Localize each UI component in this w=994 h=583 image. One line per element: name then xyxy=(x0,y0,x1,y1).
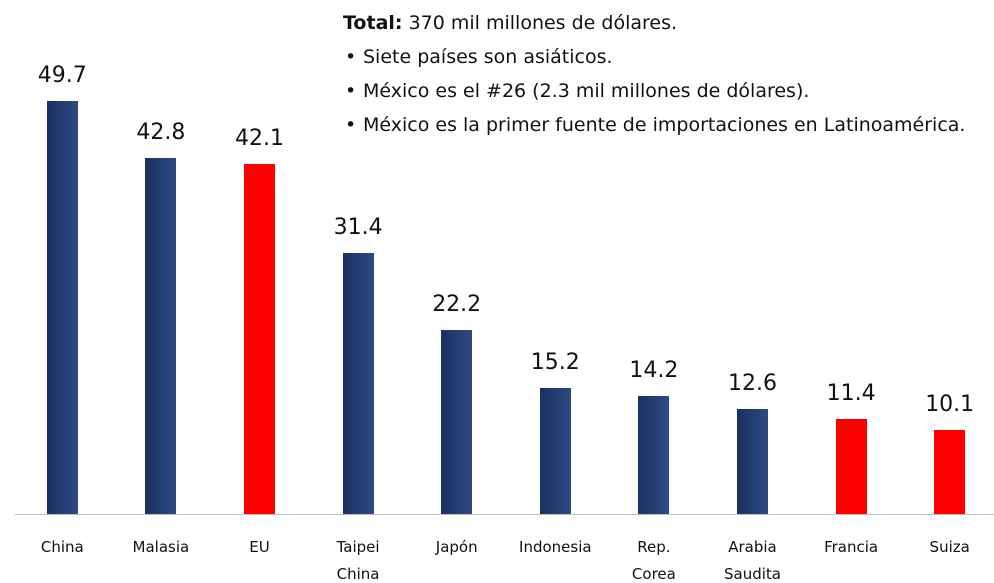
value-label: 42.1 xyxy=(235,126,284,152)
value-label: 15.2 xyxy=(530,349,580,375)
x-tick-label: Arabia Saudita xyxy=(724,538,781,583)
total-label: Total: xyxy=(343,12,403,34)
x-tick-label: Malasia xyxy=(132,538,190,556)
bar xyxy=(539,387,571,514)
bar xyxy=(342,253,374,514)
value-label: 14.2 xyxy=(629,358,679,383)
value-label: 42.8 xyxy=(136,120,186,146)
annotation: Total: 370 mil millones de dólares. Siet… xyxy=(343,6,983,142)
bar xyxy=(145,158,177,514)
x-tick-label: Suiza xyxy=(929,538,970,556)
bullet: México es la primer fuente de importacio… xyxy=(343,108,983,142)
value-label: 10.1 xyxy=(925,392,975,418)
x-tick-label: Taipei China xyxy=(336,538,380,583)
value-label: 22.2 xyxy=(432,291,482,317)
x-tick-label: Indonesia xyxy=(519,538,592,556)
x-tick-label: EU xyxy=(249,538,270,556)
baseline xyxy=(15,514,994,515)
bullet: Siete países son asiáticos. xyxy=(343,40,983,74)
x-tick-label: China xyxy=(40,538,84,556)
value-label: 11.4 xyxy=(826,381,876,407)
bullet: México es el #26 (2.3 mil millones de dó… xyxy=(343,74,983,108)
x-tick-label: Japón xyxy=(435,538,478,556)
bullet-list: Siete países son asiáticos.México es el … xyxy=(343,40,983,142)
bar xyxy=(737,409,768,514)
value-label: 49.7 xyxy=(37,63,87,88)
bar xyxy=(934,430,966,514)
total-line: Total: 370 mil millones de dólares. xyxy=(343,6,983,40)
x-tick-label: Francia xyxy=(824,538,879,556)
bar xyxy=(638,396,670,514)
bar xyxy=(46,101,78,514)
total-text: 370 mil millones de dólares. xyxy=(408,12,678,34)
bar xyxy=(244,164,275,514)
value-label: 12.6 xyxy=(728,371,777,397)
bar xyxy=(835,419,867,514)
value-label: 31.4 xyxy=(333,215,383,241)
x-tick-label: Rep. Corea xyxy=(631,538,676,583)
bar xyxy=(441,329,473,514)
